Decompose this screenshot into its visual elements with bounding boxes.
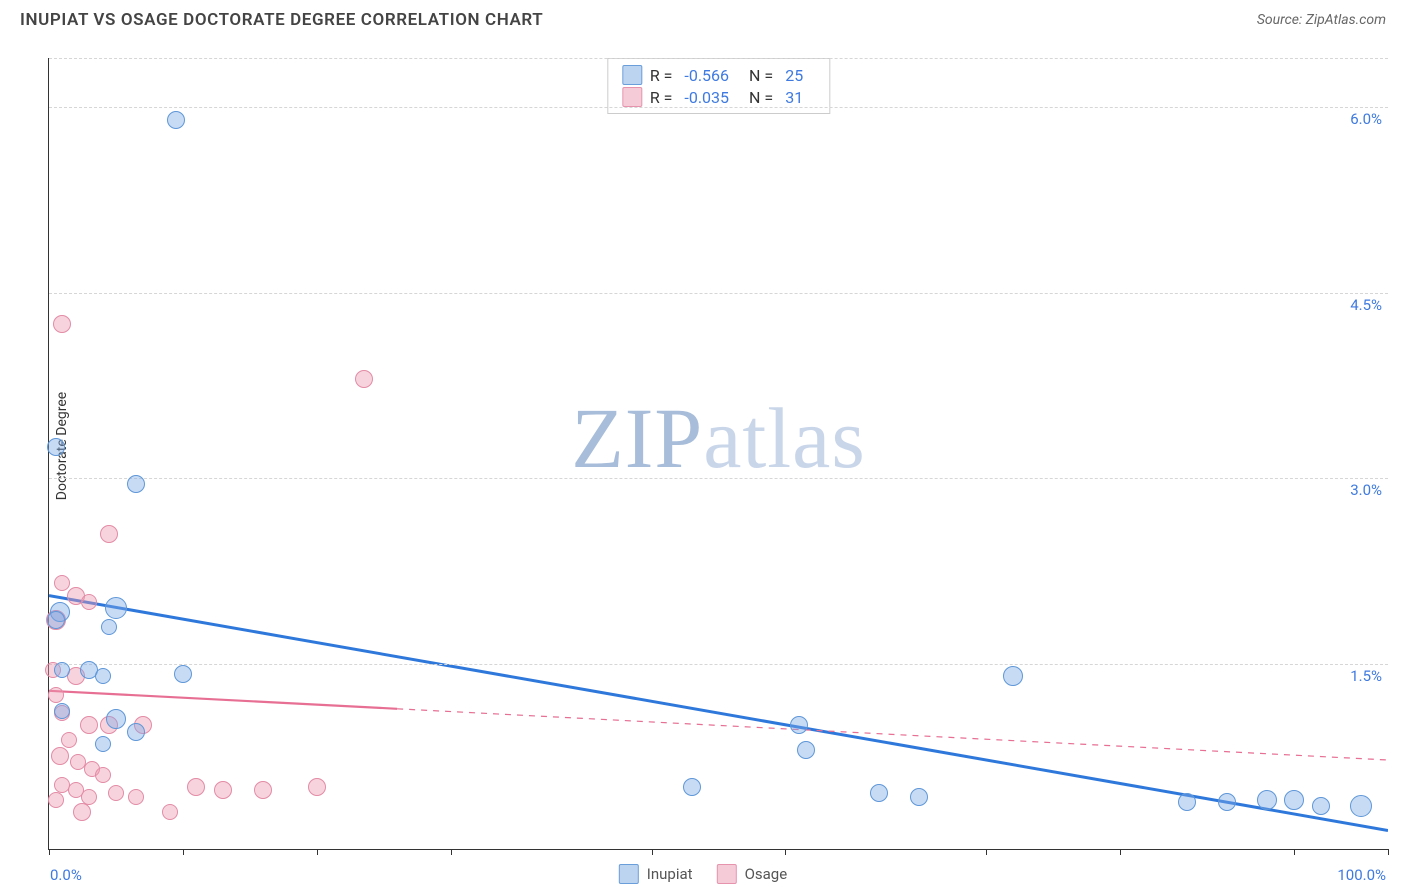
scatter-point [797,741,815,759]
legend-stats: R = -0.566 N = 25 R = -0.035 N = 31 [607,58,830,114]
chart-title: INUPIAT VS OSAGE DOCTORATE DEGREE CORREL… [20,10,543,30]
scatter-point [910,788,928,806]
x-axis-max-label: 100.0% [1337,866,1386,884]
x-tick [1294,849,1295,855]
x-tick [986,849,987,855]
scatter-point [127,723,145,741]
x-tick [317,849,318,855]
legend-swatch-osage [717,864,737,884]
gridline-h [49,478,1388,479]
regression-line [49,691,397,709]
x-tick [49,849,50,855]
legend-swatch-osage [622,87,642,107]
chart-source: Source: ZipAtlas.com [1257,12,1386,28]
scatter-point [790,716,808,734]
chart-plot-area: ZIPatlas R = -0.566 N = 25 R = -0.035 N … [48,58,1388,850]
scatter-point [51,747,69,765]
watermark-rest: atlas [703,390,866,486]
x-tick [451,849,452,855]
scatter-point [61,732,77,748]
scatter-point [187,778,205,796]
x-tick [652,849,653,855]
legend-r-value-2: -0.035 [684,88,729,107]
legend-swatch-inupiat [619,864,639,884]
legend-r-label: R = [650,88,673,107]
regression-svg [49,58,1388,849]
scatter-point [128,789,144,805]
y-tick-label: 4.5% [1350,296,1382,314]
x-tick [1120,849,1121,855]
x-tick [183,849,184,855]
gridline-h [49,58,1388,59]
scatter-point [167,111,185,129]
scatter-point [1218,793,1236,811]
legend-item-inupiat: Inupiat [619,864,693,884]
legend-stats-row-1: R = -0.566 N = 25 [622,65,815,85]
scatter-point [1003,666,1023,686]
scatter-point [73,803,91,821]
scatter-point [54,662,70,678]
scatter-point [101,619,117,635]
legend-n-label: N = [749,88,773,107]
scatter-point [1284,790,1304,810]
legend-n-value-1: 25 [785,66,803,85]
scatter-point [108,785,124,801]
scatter-point [100,525,118,543]
scatter-point [214,781,232,799]
x-tick [785,849,786,855]
scatter-point [355,370,373,388]
legend-n-label: N = [749,66,773,85]
scatter-point [53,315,71,333]
scatter-point [105,597,127,619]
legend-swatch-inupiat [622,65,642,85]
scatter-point [683,778,701,796]
gridline-h [49,293,1388,294]
gridline-h [49,664,1388,665]
scatter-point [1178,793,1196,811]
scatter-point [95,736,111,752]
scatter-point [54,703,70,719]
y-tick-label: 3.0% [1350,481,1382,499]
legend-series: Inupiat Osage [619,864,787,884]
scatter-point [254,781,272,799]
scatter-point [127,475,145,493]
legend-stats-row-2: R = -0.035 N = 31 [622,87,815,107]
legend-item-osage: Osage [717,864,788,884]
watermark: ZIPatlas [571,388,866,488]
regression-line-dashed [397,709,1388,760]
x-tick [1388,849,1389,855]
scatter-point [95,767,111,783]
legend-label-inupiat: Inupiat [647,865,693,883]
scatter-point [1257,790,1277,810]
scatter-point [870,784,888,802]
y-tick-label: 1.5% [1350,667,1382,685]
scatter-point [1350,795,1372,817]
legend-r-label: R = [650,66,673,85]
legend-n-value-2: 31 [785,88,803,107]
scatter-point [162,804,178,820]
legend-r-value-1: -0.566 [684,66,729,85]
watermark-zip: ZIP [571,390,703,486]
legend-label-osage: Osage [745,865,788,883]
scatter-point [48,687,64,703]
scatter-point [47,611,65,629]
scatter-point [48,792,64,808]
scatter-point [174,665,192,683]
scatter-point [81,594,97,610]
scatter-point [1312,797,1330,815]
chart-header: INUPIAT VS OSAGE DOCTORATE DEGREE CORREL… [0,0,1406,36]
y-tick-label: 6.0% [1350,110,1382,128]
scatter-point [308,778,326,796]
scatter-point [80,716,98,734]
x-axis-min-label: 0.0% [50,866,82,884]
scatter-point [106,709,126,729]
gridline-h [49,107,1388,108]
scatter-point [95,668,111,684]
scatter-point [47,438,65,456]
